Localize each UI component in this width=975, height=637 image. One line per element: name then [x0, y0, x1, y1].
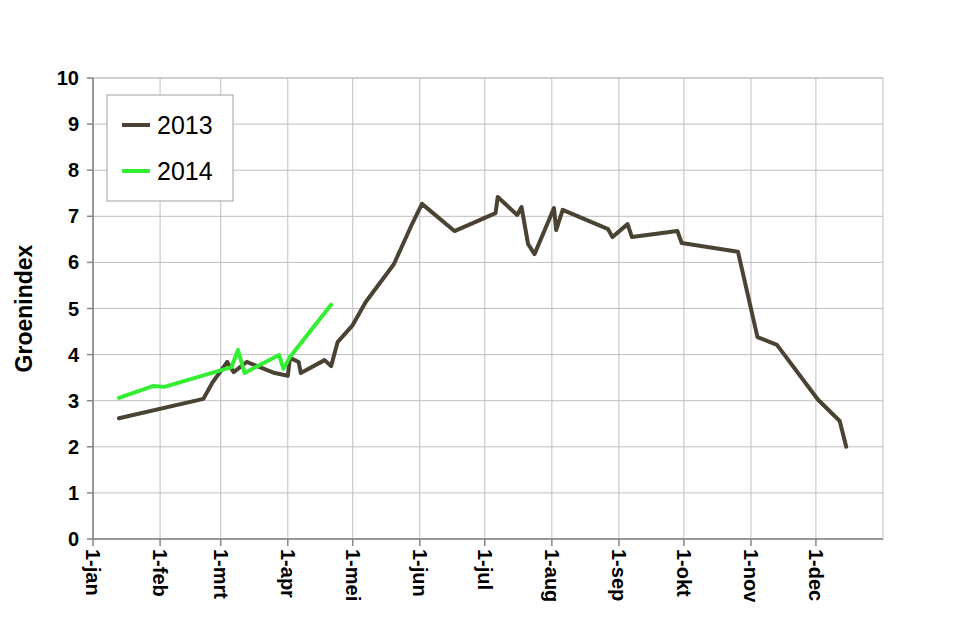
- x-tick-label: 1-jan: [82, 549, 104, 596]
- legend-swatch: [122, 123, 150, 127]
- legend-swatch: [122, 169, 150, 173]
- background: [0, 0, 975, 637]
- x-grid-line: [484, 78, 485, 539]
- y-grid-line: [93, 262, 883, 263]
- x-tick-label: 1-dec: [805, 549, 827, 601]
- plot-frame: [93, 78, 883, 539]
- y-tick-label: 7: [68, 205, 79, 227]
- x-tick: [159, 539, 161, 546]
- y-grid-line: [93, 492, 883, 493]
- x-grid-line: [419, 78, 420, 539]
- y-tick: [87, 216, 93, 218]
- x-grid-line: [815, 78, 816, 539]
- x-tick-label: 1-apr: [277, 549, 299, 598]
- y-tick: [87, 262, 93, 264]
- y-tick: [87, 446, 93, 448]
- y-tick: [87, 400, 93, 402]
- x-grid-line: [551, 78, 552, 539]
- y-tick-label: 8: [68, 159, 79, 181]
- series-group: [119, 197, 846, 447]
- y-tick-label: 6: [68, 251, 79, 273]
- x-tick-label: 1-feb: [149, 549, 171, 597]
- y-tick-label: 4: [68, 344, 80, 366]
- x-tick: [551, 539, 553, 546]
- x-grid-line: [287, 78, 288, 539]
- x-tick: [220, 539, 222, 546]
- y-grid-line: [93, 400, 883, 401]
- y-tick: [87, 492, 93, 494]
- y-tick-label: 1: [68, 482, 79, 504]
- series-line: [119, 305, 331, 398]
- x-tick: [484, 539, 486, 546]
- legend-box: [107, 95, 233, 201]
- chart: 0 1 2 3 4 5 6 7 8 9 10 1-jan 1-feb 1-mrt 1-apr 1-mei 1-j…: [0, 0, 975, 637]
- x-tick: [750, 539, 752, 546]
- x-tick: [92, 539, 94, 546]
- x-tick: [815, 539, 817, 546]
- legend-label: 2013: [157, 111, 213, 139]
- y-tick: [87, 354, 93, 356]
- x-tick: [352, 539, 354, 546]
- y-tick-label: 3: [68, 390, 79, 412]
- y-grid-line: [93, 354, 883, 355]
- y-grid-line: [93, 539, 883, 540]
- x-tick-label: 1-mei: [342, 549, 364, 601]
- x-tick-label: 1-mrt: [210, 549, 232, 599]
- x-tick-label: 1-okt: [673, 549, 695, 597]
- y-tick: [87, 538, 93, 540]
- y-tick-label: 10: [57, 67, 79, 89]
- y-tick-label: 2: [68, 436, 79, 458]
- y-tick-label: 0: [68, 528, 79, 550]
- x-tick-label: 1-aug: [541, 549, 563, 602]
- y-tick-label: 5: [68, 298, 79, 320]
- series-line: [119, 197, 846, 447]
- y-tick: [87, 123, 93, 125]
- y-grid-line: [93, 308, 883, 309]
- x-axis: [93, 538, 883, 540]
- x-tick-label: 1-nov: [740, 549, 762, 603]
- x-tick: [287, 539, 289, 546]
- y-tick-label: 9: [68, 113, 79, 135]
- x-tick: [419, 539, 421, 546]
- x-tick-label: 1-jul: [474, 549, 496, 590]
- legend-label: 2014: [157, 157, 213, 185]
- x-grid-line: [683, 78, 684, 539]
- y-axis-label: Groenindex: [11, 244, 37, 372]
- x-tick: [683, 539, 685, 546]
- x-tick-label: 1-jun: [409, 549, 431, 597]
- y-tick: [87, 308, 93, 310]
- y-grid-line: [93, 446, 883, 447]
- y-tick: [87, 169, 93, 171]
- x-grid-line: [352, 78, 353, 539]
- x-tick-label: 1-sep: [608, 549, 630, 601]
- x-tick: [618, 539, 620, 546]
- x-grid-line: [618, 78, 619, 539]
- y-tick: [87, 77, 93, 79]
